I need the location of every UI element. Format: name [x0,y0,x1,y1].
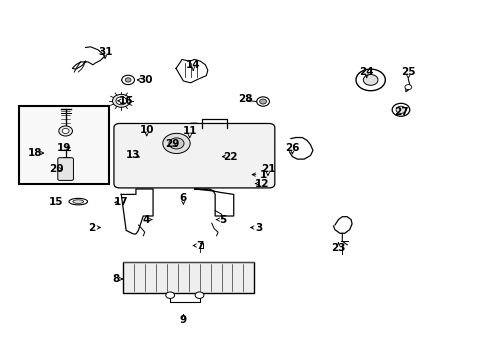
Circle shape [391,103,409,116]
Text: 7: 7 [195,240,203,251]
Text: 3: 3 [255,222,262,233]
Text: 29: 29 [164,139,179,149]
Text: 21: 21 [260,164,275,174]
Text: 10: 10 [139,125,154,135]
Ellipse shape [69,198,87,205]
Text: 17: 17 [114,197,128,207]
Text: 12: 12 [254,179,268,189]
Text: 4: 4 [142,215,149,225]
Circle shape [363,75,377,85]
Text: 22: 22 [223,152,238,162]
Text: 30: 30 [138,75,153,85]
Text: 6: 6 [180,193,186,203]
Text: 25: 25 [400,67,415,77]
Circle shape [355,69,385,91]
Circle shape [256,97,269,106]
Text: 26: 26 [285,143,299,153]
Text: 9: 9 [180,315,186,325]
FancyBboxPatch shape [58,158,73,180]
Text: 27: 27 [393,107,407,117]
FancyBboxPatch shape [114,123,274,188]
Circle shape [168,138,183,149]
Circle shape [404,85,411,90]
Circle shape [122,75,134,85]
Circle shape [116,97,126,105]
Text: 16: 16 [119,96,133,106]
Text: 1: 1 [259,170,266,180]
Text: 5: 5 [219,215,225,225]
Circle shape [125,78,131,82]
Circle shape [62,129,69,134]
Circle shape [163,133,190,153]
Text: 19: 19 [56,143,71,153]
Circle shape [259,99,266,104]
Circle shape [165,292,174,298]
Text: 14: 14 [185,60,200,70]
Text: 24: 24 [359,67,373,77]
Ellipse shape [73,200,83,203]
Text: 11: 11 [182,126,197,136]
Bar [19,106,109,184]
Text: 18: 18 [28,148,42,158]
Text: 20: 20 [49,164,63,174]
Circle shape [59,126,72,136]
Text: 31: 31 [98,47,112,57]
Text: 28: 28 [238,94,252,104]
Text: 2: 2 [88,222,95,233]
Text: 23: 23 [330,243,345,253]
Text: 15: 15 [49,197,63,207]
Bar [123,262,254,293]
Circle shape [395,106,405,113]
Circle shape [195,292,203,298]
Text: 8: 8 [113,274,120,284]
Circle shape [112,94,130,107]
Text: 13: 13 [125,150,140,160]
